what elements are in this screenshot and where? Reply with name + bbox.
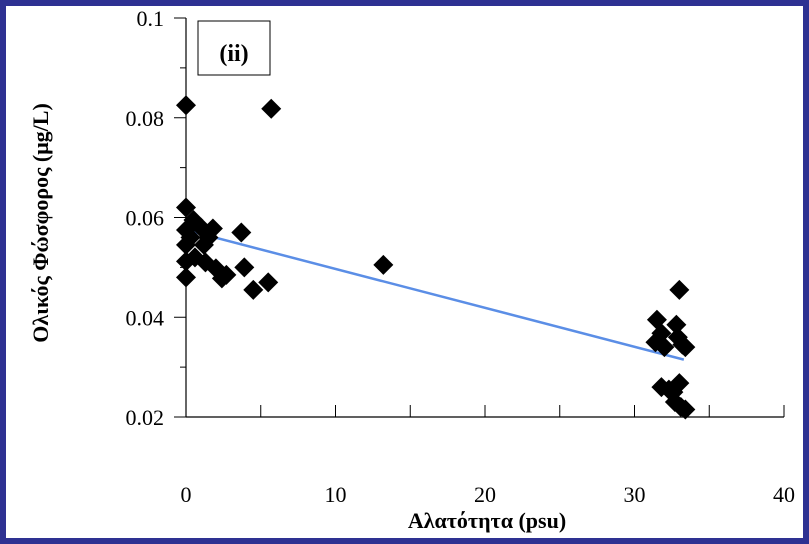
y-tick-labels: 0.02 0.04 0.06 0.08 0.1 (126, 6, 165, 430)
y-tick-label: 0.06 (126, 206, 165, 231)
data-point (261, 98, 282, 119)
data-point (675, 399, 696, 420)
x-tick-labels: 0 10 20 30 40 (181, 482, 796, 507)
data-point (258, 272, 279, 293)
data-point (654, 337, 675, 358)
data-point (231, 222, 252, 243)
panel-label: (ii) (219, 41, 248, 67)
x-tick-label: 20 (474, 482, 496, 507)
data-point (669, 373, 690, 394)
data-points (176, 95, 696, 420)
y-tick-label: 0.1 (137, 6, 165, 31)
data-point (176, 234, 196, 255)
x-tick-label: 0 (181, 482, 192, 507)
chart-frame: 0.02 0.04 0.06 0.08 0.1 0 10 20 30 40 (ii) Αλατό… (6, 6, 803, 538)
tick-marks (174, 17, 785, 418)
data-point (666, 314, 687, 335)
data-point (243, 279, 264, 300)
scatter-chart: 0.02 0.04 0.06 0.08 0.1 0 10 20 30 40 (ii) Αλατό… (28, 6, 796, 533)
x-tick-label: 10 (325, 482, 347, 507)
trendline (185, 228, 685, 361)
x-axis-title: Αλατότητα (psu) (408, 508, 566, 533)
y-tick-label: 0.04 (126, 305, 165, 330)
data-point (373, 254, 394, 275)
data-point (672, 334, 693, 355)
y-axis-title: Ολικός Φώσφορος (μg/L) (28, 103, 53, 343)
data-point (216, 264, 237, 285)
panel-label-box: (ii) (197, 20, 271, 76)
data-point (176, 251, 196, 272)
y-tick-label: 0.08 (126, 106, 165, 131)
y-tick-label: 0.02 (126, 405, 165, 430)
data-point (193, 234, 214, 255)
data-point (202, 218, 223, 239)
data-point (176, 267, 196, 288)
x-tick-label: 30 (624, 482, 646, 507)
x-tick-label: 40 (773, 482, 795, 507)
data-point (176, 95, 196, 116)
data-point (234, 257, 255, 278)
data-point (669, 279, 690, 300)
